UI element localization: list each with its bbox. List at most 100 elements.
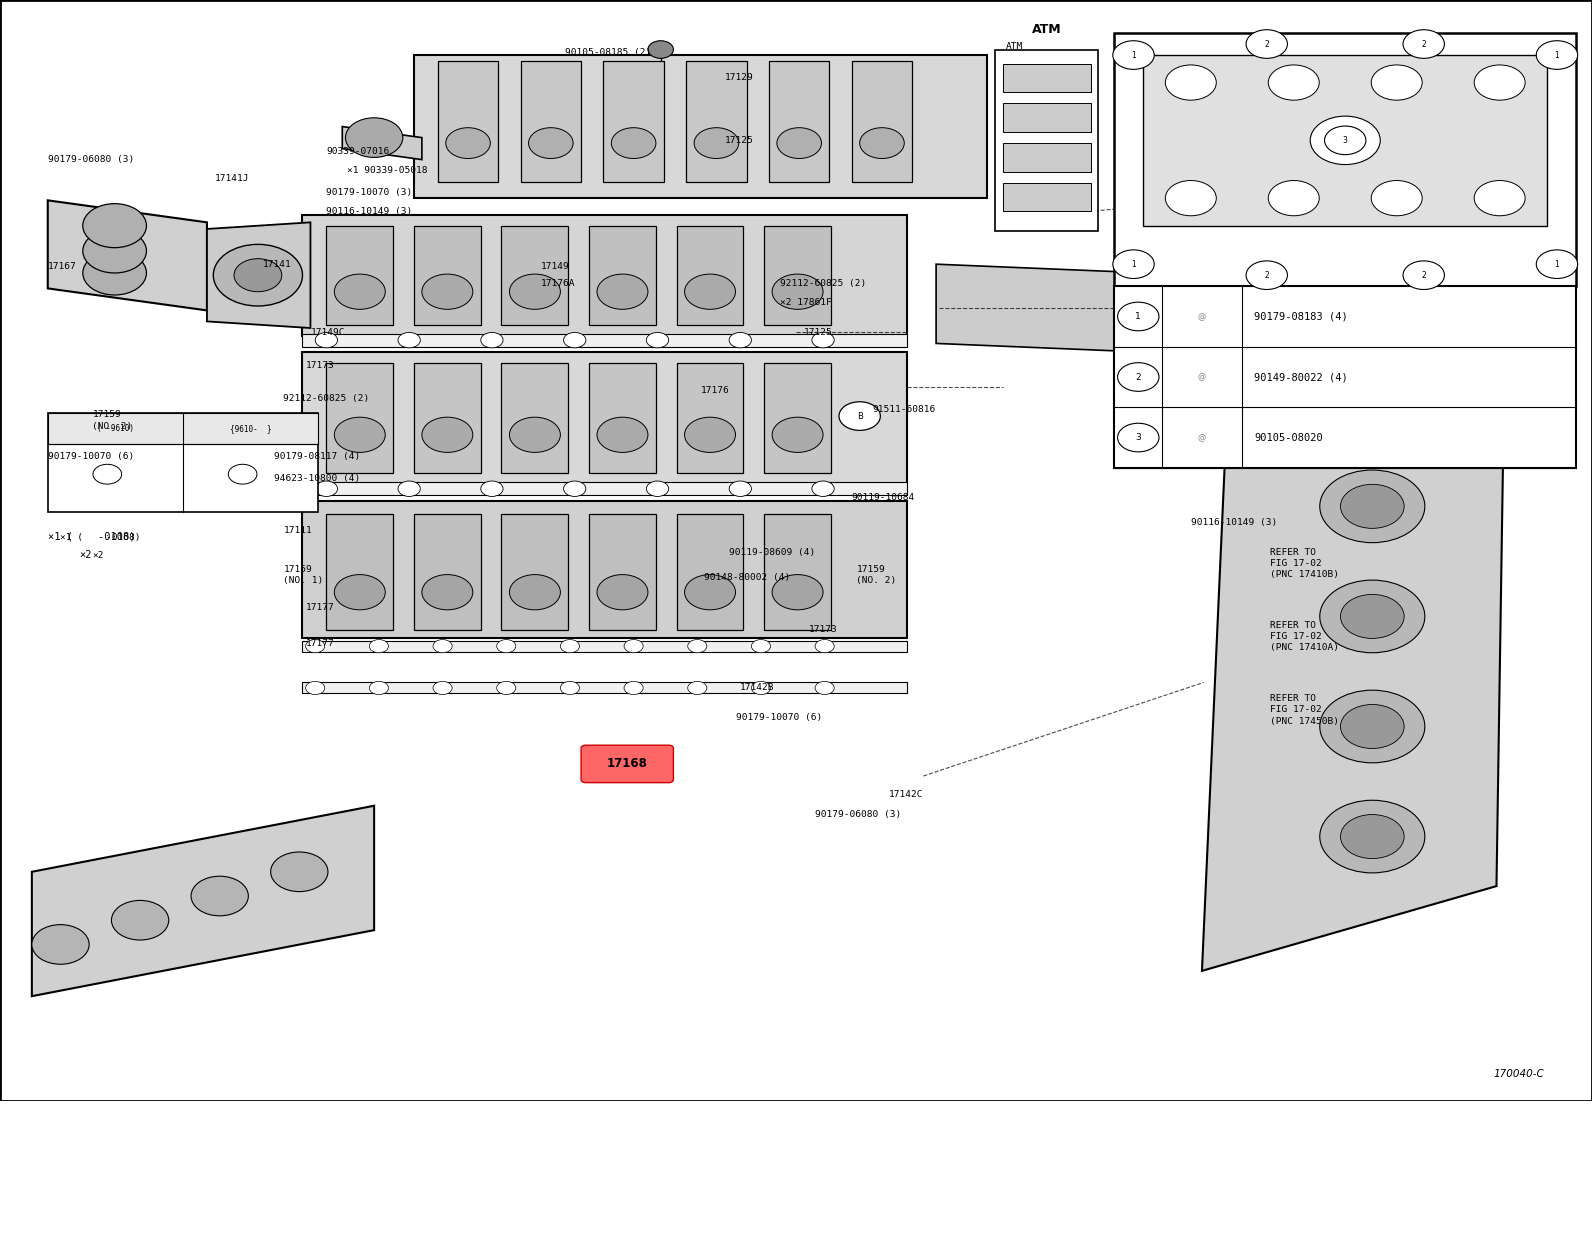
Circle shape bbox=[564, 332, 586, 347]
Circle shape bbox=[497, 682, 516, 694]
Text: 90116-10149 (3): 90116-10149 (3) bbox=[326, 206, 412, 216]
Circle shape bbox=[497, 639, 516, 653]
Text: 92112-60825 (2): 92112-60825 (2) bbox=[780, 279, 866, 288]
Circle shape bbox=[345, 118, 403, 157]
Text: ×2: ×2 bbox=[92, 551, 103, 560]
Bar bbox=[414, 515, 481, 629]
Text: ×1 (    -0108): ×1 ( -0108) bbox=[60, 532, 142, 542]
Circle shape bbox=[1371, 180, 1422, 215]
Circle shape bbox=[83, 229, 146, 273]
Circle shape bbox=[83, 204, 146, 248]
Circle shape bbox=[446, 127, 490, 159]
Circle shape bbox=[1118, 423, 1159, 452]
Bar bbox=[438, 60, 498, 181]
Circle shape bbox=[648, 40, 673, 58]
Circle shape bbox=[315, 481, 338, 497]
Text: 90179-10070 (6): 90179-10070 (6) bbox=[736, 713, 821, 722]
Bar bbox=[326, 225, 393, 325]
Bar bbox=[501, 225, 568, 325]
Circle shape bbox=[751, 639, 771, 653]
Bar bbox=[603, 60, 664, 181]
Bar bbox=[764, 364, 831, 473]
Text: 17149C: 17149C bbox=[310, 328, 345, 337]
Bar bbox=[764, 515, 831, 629]
Text: 17142B: 17142B bbox=[740, 683, 775, 692]
Text: 17129: 17129 bbox=[724, 73, 753, 82]
Bar bbox=[1114, 286, 1576, 468]
Bar bbox=[1003, 182, 1091, 211]
Text: 94623-10800 (4): 94623-10800 (4) bbox=[274, 474, 360, 483]
Text: 3: 3 bbox=[1135, 433, 1141, 442]
Circle shape bbox=[481, 332, 503, 347]
Text: 17159
(NO. 2): 17159 (NO. 2) bbox=[92, 410, 132, 430]
Text: 17168: 17168 bbox=[607, 757, 648, 770]
Bar bbox=[501, 515, 568, 629]
Text: 17142C: 17142C bbox=[888, 790, 923, 799]
Circle shape bbox=[334, 274, 385, 309]
Circle shape bbox=[1320, 691, 1425, 762]
Circle shape bbox=[772, 274, 823, 309]
Circle shape bbox=[646, 332, 669, 347]
Bar bbox=[414, 364, 481, 473]
Bar bbox=[677, 364, 743, 473]
Text: ×1 90339-05018: ×1 90339-05018 bbox=[347, 166, 428, 175]
Text: 170040-C: 170040-C bbox=[1493, 1069, 1544, 1079]
Circle shape bbox=[646, 481, 669, 497]
Text: ATM: ATM bbox=[1006, 42, 1024, 50]
Circle shape bbox=[597, 274, 648, 309]
Circle shape bbox=[1320, 800, 1425, 873]
Text: ×2: ×2 bbox=[80, 550, 92, 560]
Text: 17167: 17167 bbox=[48, 262, 76, 270]
Circle shape bbox=[398, 481, 420, 497]
Circle shape bbox=[1403, 260, 1444, 289]
Circle shape bbox=[509, 575, 560, 610]
Circle shape bbox=[688, 639, 707, 653]
Bar bbox=[995, 49, 1098, 231]
Polygon shape bbox=[32, 805, 374, 996]
Circle shape bbox=[1536, 40, 1578, 69]
Circle shape bbox=[1340, 595, 1404, 639]
Circle shape bbox=[228, 464, 256, 484]
Bar bbox=[302, 501, 907, 638]
Bar bbox=[302, 482, 907, 496]
Text: 17125: 17125 bbox=[724, 136, 753, 146]
Circle shape bbox=[815, 682, 834, 694]
Bar bbox=[48, 413, 318, 512]
Polygon shape bbox=[342, 127, 422, 160]
Circle shape bbox=[685, 418, 736, 453]
Text: 90179-10070 (6): 90179-10070 (6) bbox=[48, 453, 134, 462]
Circle shape bbox=[597, 575, 648, 610]
Text: 90119-10684: 90119-10684 bbox=[852, 493, 915, 502]
Text: 90148-80002 (4): 90148-80002 (4) bbox=[704, 574, 790, 582]
Bar bbox=[1114, 33, 1576, 287]
Bar bbox=[769, 60, 829, 181]
Bar bbox=[589, 515, 656, 629]
Circle shape bbox=[812, 332, 834, 347]
Circle shape bbox=[422, 575, 473, 610]
Circle shape bbox=[1320, 470, 1425, 542]
Circle shape bbox=[560, 682, 579, 694]
Text: 17176: 17176 bbox=[700, 386, 729, 395]
Circle shape bbox=[1247, 30, 1288, 58]
Circle shape bbox=[564, 481, 586, 497]
Bar bbox=[1003, 143, 1091, 171]
Text: 90179-06080 (3): 90179-06080 (3) bbox=[48, 155, 134, 164]
Polygon shape bbox=[48, 200, 207, 311]
Circle shape bbox=[1474, 65, 1525, 101]
Text: ×1 (    -0108): ×1 ( -0108) bbox=[48, 531, 135, 541]
Bar bbox=[589, 225, 656, 325]
Text: 1: 1 bbox=[1135, 312, 1141, 321]
Circle shape bbox=[772, 575, 823, 610]
Circle shape bbox=[1118, 362, 1159, 391]
Circle shape bbox=[685, 274, 736, 309]
Circle shape bbox=[334, 418, 385, 453]
Text: 1: 1 bbox=[1555, 259, 1559, 269]
Circle shape bbox=[1165, 65, 1216, 101]
Text: 90179-08117 (4): 90179-08117 (4) bbox=[274, 453, 360, 462]
Circle shape bbox=[777, 127, 821, 159]
Bar bbox=[326, 515, 393, 629]
Circle shape bbox=[1310, 116, 1380, 165]
Bar bbox=[414, 55, 987, 199]
Text: 2: 2 bbox=[1264, 39, 1269, 49]
Circle shape bbox=[1340, 815, 1404, 858]
